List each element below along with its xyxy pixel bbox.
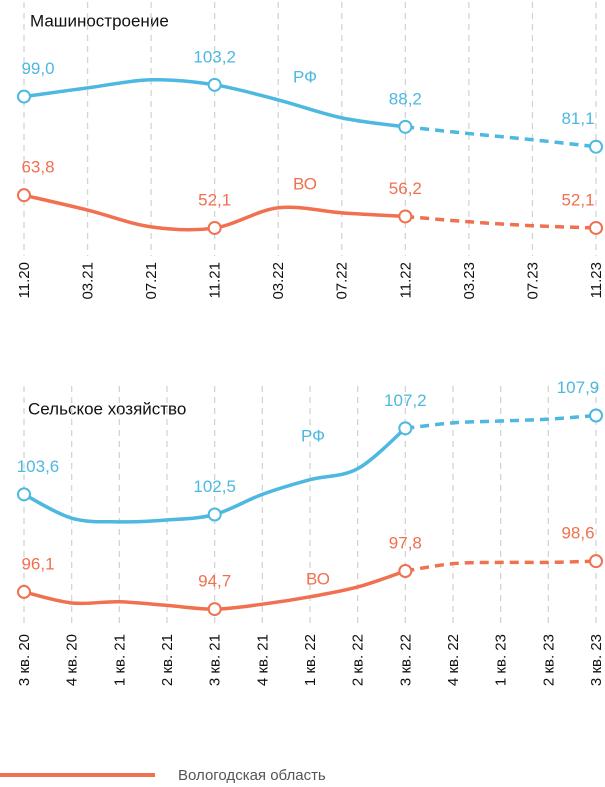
point [17,584,31,599]
value-label: 98,6 [561,524,594,543]
x-tick-label: 11.22 [397,262,414,298]
point [207,507,222,522]
value-label: 56,2 [389,179,422,198]
value-label: 52,1 [198,190,231,209]
x-tick-label: 2 кв. 23 [540,634,557,686]
x-tick-label: 1 кв. 21 [111,634,128,686]
value-label: 94,7 [198,572,231,591]
x-tick-label: 2 кв. 21 [159,634,176,686]
value-label: 107,9 [557,378,600,397]
value-label: 88,2 [389,89,422,108]
point [589,408,603,423]
value-label: 52,1 [561,190,594,209]
chart-title: Машиностроение [30,11,169,30]
point [398,119,413,134]
value-label: 102,5 [193,477,236,496]
x-tick-label: 4 кв. 20 [64,634,81,686]
value-label: 81,1 [561,109,594,128]
x-tick-label: 4 кв. 21 [254,634,271,686]
x-tick-label: 03.23 [461,262,478,300]
chart-title: Сельское хозяйство [28,399,186,418]
x-tick-label: 1 кв. 22 [302,634,319,686]
point [398,421,413,436]
x-tick-label: 3 кв. 22 [397,634,414,686]
x-tick-label: 03.21 [80,262,97,300]
x-tick-label: 07.23 [524,262,541,300]
series-name: ВО [293,174,317,193]
point [398,564,413,579]
point [17,89,31,104]
forecast-line [405,559,597,573]
forecast-line [405,125,597,149]
x-tick-label: 2 кв. 22 [350,634,367,686]
x-tick-label: 07.22 [334,262,351,300]
x-tick-label: 11.23 [588,262,605,298]
x-tick-label: 3 кв. 23 [588,634,605,686]
value-label: 97,8 [389,533,422,552]
x-tick-label: 3 кв. 21 [207,634,224,686]
value-label: 103,6 [17,457,60,476]
forecast-line [405,413,597,431]
value-label: 99,0 [21,59,54,78]
series-name: РФ [293,67,317,86]
point [207,77,222,92]
series-name: РФ [301,426,325,445]
x-tick-label: 4 кв. 22 [445,634,462,686]
point [17,487,31,502]
value-label: 63,8 [21,158,54,177]
point [207,602,222,617]
point [589,139,603,154]
x-tick-label: 03.22 [270,262,287,300]
series-name: ВО [306,569,330,588]
x-tick-label: 1 кв. 23 [493,634,510,686]
value-label: 107,2 [384,391,427,410]
x-tick-label: 11.20 [16,262,33,298]
point [207,220,222,235]
value-label: 96,1 [21,554,54,573]
legend-label: Вологодская область [178,767,326,784]
x-tick-label: 07.21 [143,262,160,300]
x-tick-label: 3 кв. 20 [16,634,33,686]
point [589,220,603,235]
x-tick-label: 11.21 [207,262,224,298]
point [589,554,603,569]
value-label: 103,2 [193,47,236,66]
point [398,209,413,224]
forecast-line [405,214,597,230]
point [17,188,31,203]
